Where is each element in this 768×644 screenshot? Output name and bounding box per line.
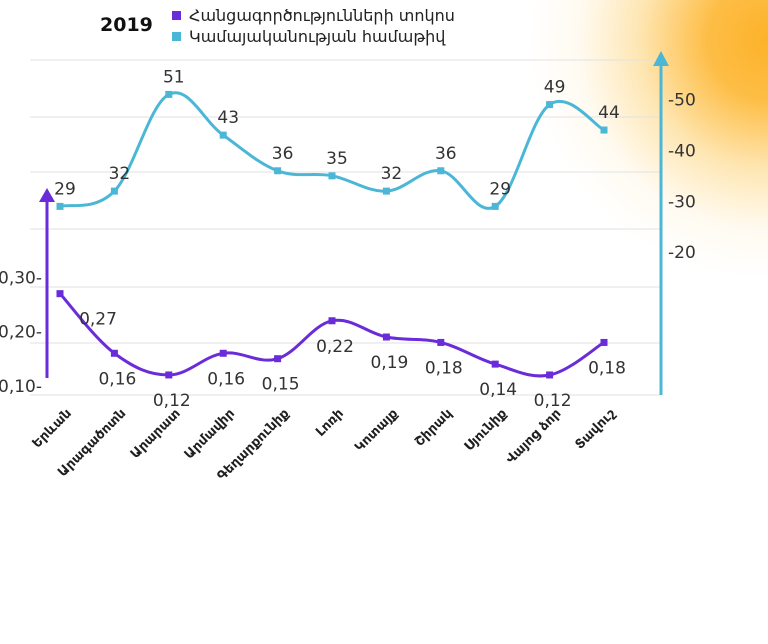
category-label: Երևան [30, 406, 75, 451]
legend-label-crime-rate: Հանցագործությունների տոկոս [189, 6, 455, 25]
legend-swatch-blue [172, 32, 181, 41]
crime-rate-data-label: 0,12 [153, 391, 191, 411]
arbitrariness-index-data-label: 43 [217, 108, 239, 128]
left-axis-tick-label: 0,10- [0, 377, 42, 397]
arbitrariness-index-point [165, 90, 173, 98]
crime-rate-data-label: 0,12 [534, 391, 572, 411]
arbitrariness-index-point [328, 172, 336, 180]
crime-rate-point [437, 338, 445, 346]
legend-item-crime-rate: Հանցագործությունների տոկոս [172, 6, 455, 26]
category-label: Շիրակ [412, 406, 455, 449]
legend-item-arbitrariness-index: Կամայականության համաթիվ [172, 27, 445, 47]
arbitrariness-index-point [546, 101, 554, 109]
arbitrariness-index-data-label: 49 [544, 78, 566, 98]
arbitrariness-index-point [600, 126, 608, 134]
arbitrariness-index-point [382, 187, 390, 195]
arbitrariness-index-data-label: 36 [272, 144, 294, 164]
legend-label-arbitrariness-index: Կամայականության համաթիվ [189, 27, 446, 46]
crime-rate-data-label: 0,22 [316, 337, 354, 357]
crime-rate-data-label: 0,19 [370, 353, 408, 373]
right-axis-tick-label: -20 [668, 243, 696, 263]
arbitrariness-index-point [56, 202, 64, 210]
arbitrariness-index-data-label: 32 [109, 164, 131, 184]
arbitrariness-index-data-label: 36 [435, 144, 457, 164]
crime-rate-point [165, 371, 173, 379]
crime-rate-data-label: 0,18 [425, 358, 463, 378]
arbitrariness-index-data-label: 29 [54, 179, 76, 199]
category-label: Արմավիր [182, 406, 238, 462]
arbitrariness-index-point [274, 167, 282, 175]
crime-rate-point [491, 360, 499, 368]
category-label: Տավուշ [573, 406, 619, 452]
right-axis-arrowhead [653, 51, 669, 66]
category-label: Լոռի [313, 406, 347, 440]
category-label: Արարատ [128, 406, 184, 462]
right-axis-tick-label: -40 [668, 141, 696, 161]
arbitrariness-index-point [491, 202, 499, 210]
crime-rate-point [219, 349, 227, 357]
crime-rate-point [274, 355, 282, 363]
category-label: Սյունիք [462, 406, 510, 454]
arbitrariness-index-point [110, 187, 118, 195]
crime-rate-data-label: 0,16 [98, 369, 136, 389]
right-axis-tick-label: -50 [668, 91, 696, 111]
chart-title: 2019 [100, 14, 153, 36]
crime-rate-data-label: 0,15 [262, 375, 300, 395]
crime-rate-point [382, 333, 390, 341]
left-axis-arrowhead [39, 188, 55, 202]
category-label: Կոտայք [352, 406, 401, 455]
arbitrariness-index-data-label: 35 [326, 149, 348, 169]
left-axis-tick-label: 0,20- [0, 323, 42, 343]
crime-rate-data-label: 0,27 [79, 310, 117, 330]
crime-rate-point [110, 349, 118, 357]
right-axis-tick-label: -30 [668, 192, 696, 212]
category-label: Վայոց ձոր [503, 406, 564, 467]
arbitrariness-index-point [219, 131, 227, 139]
arbitrariness-index-point [437, 167, 445, 175]
left-axis-tick-label: 0,30- [0, 268, 42, 288]
arbitrariness-index-data-label: 29 [489, 179, 511, 199]
arbitrariness-index-data-label: 51 [163, 67, 185, 87]
crime-rate-point [546, 371, 554, 379]
crime-rate-line [58, 292, 605, 378]
legend-swatch-purple [172, 11, 181, 20]
crime-rate-point [600, 338, 608, 346]
arbitrariness-index-data-label: 32 [381, 164, 403, 184]
crime-rate-data-label: 0,18 [588, 358, 626, 378]
crime-rate-point [328, 317, 336, 325]
crime-rate-data-label: 0,14 [479, 380, 517, 400]
arbitrariness-index-data-label: 44 [598, 103, 620, 123]
crime-rate-point [56, 290, 64, 298]
crime-rate-data-label: 0,16 [207, 369, 245, 389]
